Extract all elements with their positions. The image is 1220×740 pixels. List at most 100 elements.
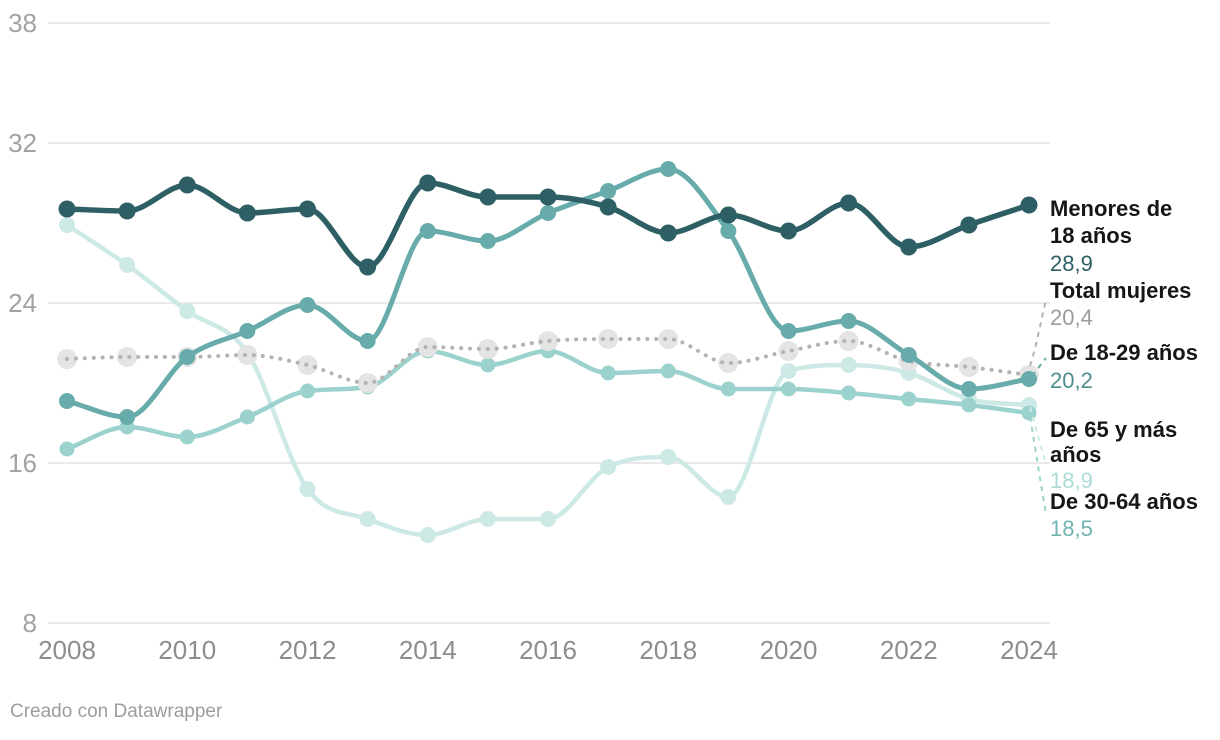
data-point [660, 363, 676, 379]
data-point [539, 188, 557, 206]
data-point [598, 329, 619, 349]
data-point [419, 223, 436, 239]
data-point [239, 323, 256, 339]
data-point [841, 385, 857, 401]
data-point [660, 161, 677, 177]
x-axis-tick: 2010 [158, 635, 216, 665]
data-point [117, 347, 138, 367]
data-point [780, 222, 797, 240]
data-point [59, 217, 75, 233]
data-point [1021, 405, 1037, 421]
data-point [781, 381, 796, 397]
data-point [838, 331, 859, 351]
y-axis-tick: 32 [8, 128, 37, 158]
data-point [600, 459, 617, 475]
data-point [720, 381, 736, 397]
data-point [359, 258, 377, 276]
data-point [900, 238, 918, 256]
y-axis-tick: 38 [8, 8, 37, 38]
data-point [480, 357, 496, 373]
y-axis-tick: 8 [23, 608, 37, 638]
data-point [720, 223, 737, 239]
gridlines: 8 16 24 32 38 [8, 8, 1050, 638]
data-point [540, 205, 556, 221]
footer-credit: Creado con Datawrapper [10, 701, 223, 722]
x-axis-tick: 2016 [519, 635, 577, 665]
x-axis-tick: 2012 [279, 635, 337, 665]
data-point [119, 409, 136, 425]
series-label-de65: años [1050, 442, 1101, 467]
data-point [417, 337, 438, 357]
data-point [479, 188, 497, 206]
data-point [780, 323, 797, 339]
label-connector-de3064 [1029, 416, 1047, 514]
series-total [57, 329, 1039, 393]
data-point [600, 183, 617, 199]
data-point [960, 381, 977, 397]
series-label-total: Total mujeres [1050, 278, 1191, 303]
series-label-de1829: De 18-29 años [1050, 340, 1198, 365]
series-de3064 [59, 343, 1037, 457]
data-point [359, 511, 376, 527]
label-connector-de65 [1029, 406, 1047, 464]
data-point [119, 257, 136, 273]
x-axis-tick: 2024 [1000, 635, 1058, 665]
x-axis: 2008 2010 2012 2014 2016 2018 2020 2022 2024 [38, 635, 1058, 665]
data-point [237, 345, 258, 365]
data-point [299, 297, 316, 313]
y-axis-tick: 16 [8, 448, 37, 478]
series-label-menores: Menores de [1050, 196, 1172, 221]
series-menores [58, 174, 1038, 276]
data-point [778, 341, 799, 361]
data-point [659, 224, 677, 242]
series-value-total: 20,4 [1050, 305, 1093, 330]
series-annotation-de1829: De 18-29 años 20,2 [1050, 340, 1198, 393]
data-point [540, 511, 556, 527]
data-point [840, 194, 858, 212]
data-point [958, 357, 979, 377]
line-chart: 8 16 24 32 38 2008 2010 2012 2014 2016 2018 2020 202… [8, 8, 1198, 665]
data-point [238, 204, 256, 222]
data-point [299, 200, 316, 218]
y-axis-tick: 24 [8, 288, 37, 318]
data-point [59, 441, 75, 457]
data-point [419, 527, 436, 543]
x-axis-tick: 2022 [880, 635, 938, 665]
data-point [359, 333, 376, 349]
data-point [720, 489, 737, 505]
x-axis-tick: 2008 [38, 635, 96, 665]
data-point [300, 383, 315, 399]
label-connector-de1829 [1031, 357, 1047, 377]
series-line [65, 337, 1031, 386]
data-point [179, 303, 196, 319]
series-value-de1829: 20,2 [1050, 368, 1093, 393]
data-point [719, 206, 737, 224]
data-point [840, 357, 857, 373]
data-point [479, 233, 496, 249]
series-de1829 [59, 161, 1037, 425]
data-point [961, 397, 977, 413]
data-point [59, 393, 75, 409]
data-point [58, 200, 76, 218]
data-point [901, 391, 917, 407]
data-point [658, 329, 679, 349]
series-value-de3064: 18,5 [1050, 516, 1093, 541]
data-point [960, 216, 978, 234]
x-axis-tick: 2014 [399, 635, 457, 665]
series-line [64, 222, 1032, 538]
label-connector-total [1029, 299, 1047, 367]
data-point [780, 363, 797, 379]
x-axis-tick: 2018 [639, 635, 697, 665]
data-point [419, 174, 437, 192]
data-point [299, 481, 316, 497]
data-point [840, 313, 857, 329]
series-value-menores: 28,9 [1050, 251, 1093, 276]
data-point [479, 511, 496, 527]
data-point [179, 349, 196, 365]
data-point [1020, 196, 1038, 214]
